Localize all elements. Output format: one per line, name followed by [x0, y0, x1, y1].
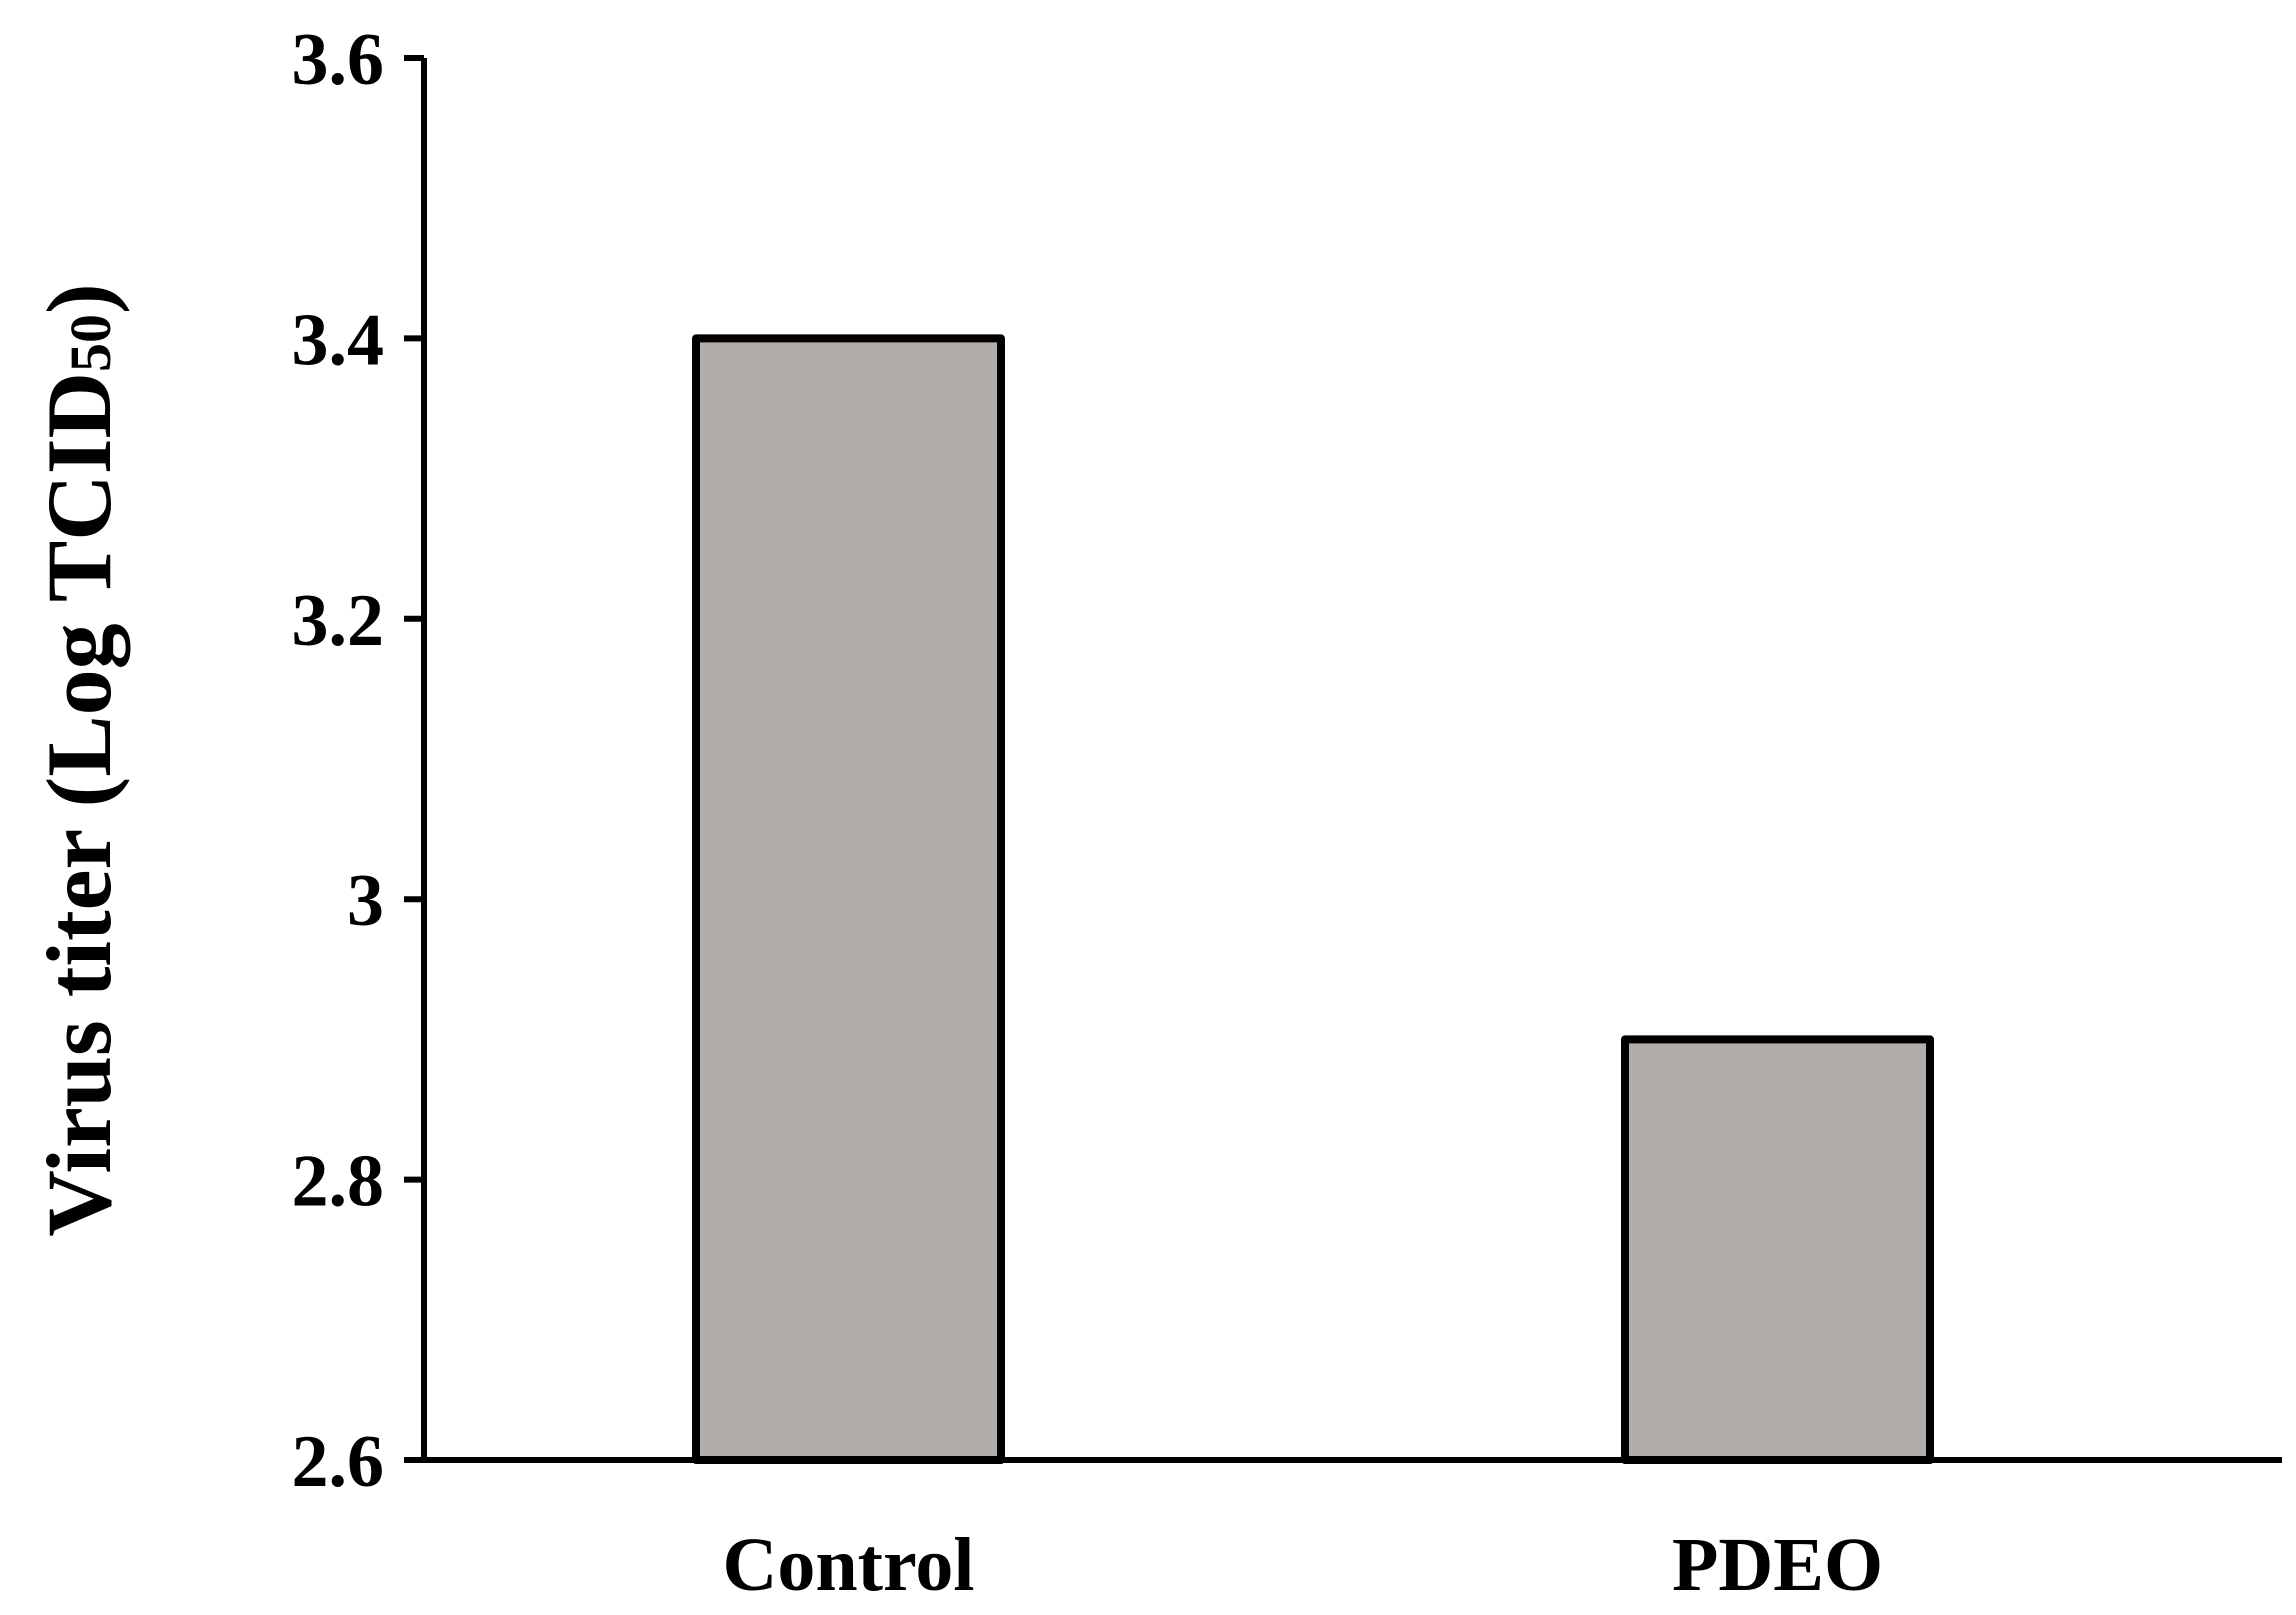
- y-ticks: 2.6 2.8 3 3.2 3.4 3.6: [292, 19, 424, 1503]
- bar-control: [692, 334, 1005, 1464]
- x-ticks: Control PDEO: [723, 1523, 1884, 1607]
- y-tick-label: 2.8: [292, 1141, 385, 1223]
- y-tick-label: 3.4: [292, 299, 385, 381]
- x-tick-label: PDEO: [1672, 1523, 1883, 1607]
- y-tick-label: 3.6: [292, 19, 385, 101]
- bars: [692, 334, 1934, 1465]
- axes: [421, 58, 2282, 1463]
- x-tick-label: Control: [723, 1523, 975, 1607]
- y-tick-label: 3.2: [292, 580, 385, 662]
- y-tick-label: 2.6: [292, 1421, 385, 1503]
- y-tick-label: 3: [347, 860, 384, 942]
- bar-pdeo: [1621, 1035, 1934, 1465]
- y-axis-title: Virus titer (Log TCID50): [28, 283, 130, 1236]
